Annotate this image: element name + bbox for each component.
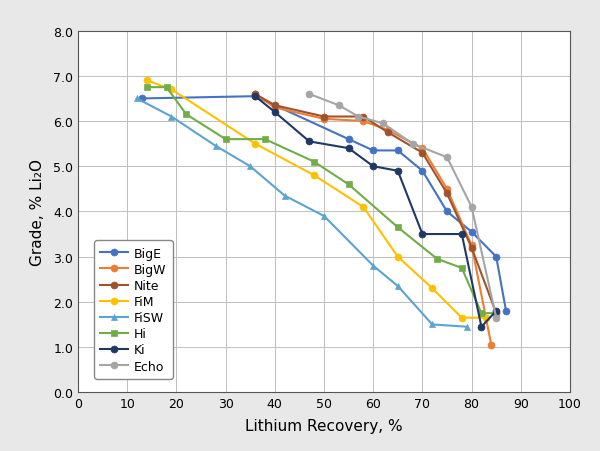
Line: BigW: BigW <box>251 91 495 349</box>
Line: Nite: Nite <box>251 91 500 317</box>
Hi <box>345 182 352 188</box>
Hi <box>143 85 151 91</box>
Hi <box>434 257 441 262</box>
Line: FiM: FiM <box>143 78 490 322</box>
BigW <box>320 117 328 122</box>
BigW <box>385 128 392 133</box>
Hi <box>493 311 500 316</box>
FiM <box>483 315 490 321</box>
BigE <box>468 230 475 235</box>
Nite <box>271 103 278 109</box>
BigE <box>493 254 500 260</box>
Hi <box>458 266 466 271</box>
BigE <box>139 97 146 102</box>
Nite <box>468 245 475 251</box>
Hi <box>262 137 269 143</box>
X-axis label: Lithium Recovery, %: Lithium Recovery, % <box>245 419 403 433</box>
BigW <box>251 92 259 97</box>
FiM <box>143 78 151 84</box>
BigW <box>468 243 475 249</box>
BigW <box>443 187 451 192</box>
Ki <box>478 324 485 330</box>
Y-axis label: Grade, % Li₂O: Grade, % Li₂O <box>30 159 45 265</box>
BigW <box>419 146 426 152</box>
FiSW <box>394 284 401 289</box>
BigW <box>488 342 495 348</box>
Ki <box>305 139 313 145</box>
FiSW <box>320 214 328 219</box>
Nite <box>493 311 500 316</box>
Nite <box>360 115 367 120</box>
Hi <box>163 85 170 91</box>
Nite <box>320 115 328 120</box>
FiSW <box>281 193 288 199</box>
Nite <box>251 92 259 97</box>
Nite <box>443 191 451 197</box>
BigW <box>271 106 278 111</box>
FiSW <box>133 97 140 102</box>
BigE <box>502 308 509 314</box>
Hi <box>478 311 485 316</box>
Hi <box>394 225 401 230</box>
FiM <box>311 173 318 179</box>
Hi <box>311 160 318 165</box>
Echo <box>493 315 500 321</box>
Echo <box>468 205 475 210</box>
FiSW <box>463 324 470 330</box>
Legend: BigE, BigW, Nite, FiM, FiSW, Hi, Ki, Echo: BigE, BigW, Nite, FiM, FiSW, Hi, Ki, Ech… <box>94 241 173 379</box>
Line: FiSW: FiSW <box>134 96 470 331</box>
BigE <box>345 137 352 143</box>
FiSW <box>247 164 254 170</box>
Ki <box>251 94 259 100</box>
FiSW <box>212 144 220 149</box>
Ki <box>419 232 426 237</box>
Echo <box>379 121 386 127</box>
Ki <box>345 146 352 152</box>
Ki <box>493 308 500 314</box>
FiM <box>360 205 367 210</box>
BigW <box>360 119 367 124</box>
Echo <box>335 103 343 109</box>
BigE <box>251 94 259 100</box>
BigE <box>394 148 401 154</box>
Hi <box>222 137 229 143</box>
Echo <box>305 92 313 97</box>
Echo <box>443 155 451 161</box>
FiM <box>251 142 259 147</box>
Ki <box>271 110 278 115</box>
Echo <box>409 142 416 147</box>
BigE <box>370 148 377 154</box>
Line: BigE: BigE <box>139 93 509 315</box>
Hi <box>182 112 190 118</box>
Echo <box>355 115 362 120</box>
FiM <box>428 286 436 291</box>
BigE <box>443 209 451 215</box>
Line: Hi: Hi <box>143 84 500 317</box>
Nite <box>419 151 426 156</box>
FiSW <box>370 263 377 269</box>
Ki <box>458 232 466 237</box>
FiM <box>168 87 175 93</box>
Line: Echo: Echo <box>306 91 500 322</box>
FiM <box>458 315 466 321</box>
FiM <box>394 254 401 260</box>
FiSW <box>168 115 175 120</box>
Ki <box>370 164 377 170</box>
FiSW <box>428 322 436 327</box>
BigE <box>419 169 426 174</box>
Line: Ki: Ki <box>251 93 500 331</box>
Nite <box>385 130 392 136</box>
Ki <box>394 169 401 174</box>
